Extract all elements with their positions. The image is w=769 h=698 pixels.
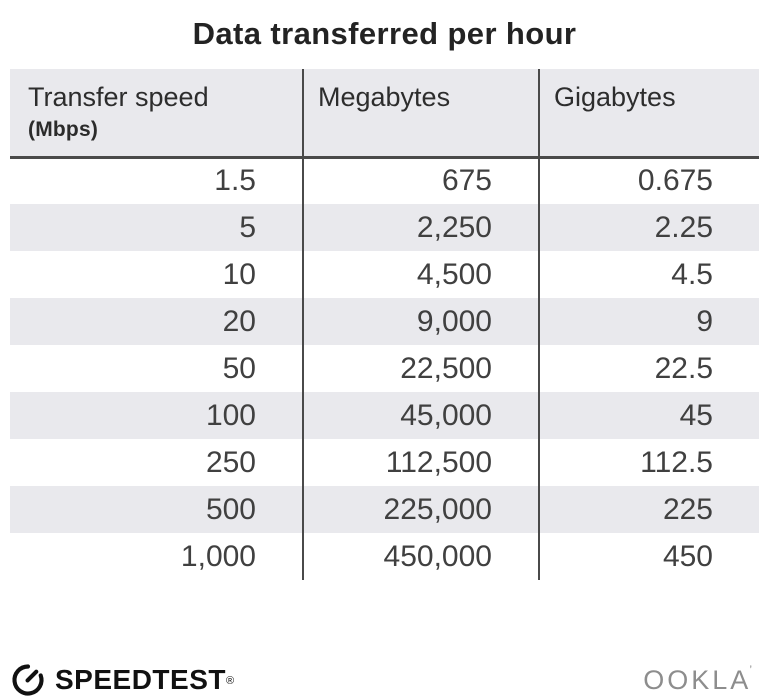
table-cell: 9,000 (302, 298, 539, 345)
table-cell: 5 (239, 210, 256, 244)
table-row: 500 225,000 225 (10, 486, 759, 533)
table-cell: 22.5 (538, 345, 759, 392)
table-row: 5 2,250 2.25 (10, 204, 759, 251)
table-cell: 45,000 (302, 392, 539, 439)
table-cell: 10 (222, 257, 256, 291)
table-cell: 450 (538, 533, 759, 580)
page-title: Data transferred per hour (192, 16, 577, 51)
speedtest-wordmark: SPEEDTEST (55, 664, 226, 695)
column-label: Gigabytes (554, 82, 676, 112)
table-row: 250 112,500 112.5 (10, 439, 759, 486)
registered-trademark-icon: ® (225, 675, 235, 687)
table-header: Transfer speed (Mbps) Megabytes Gigabyte… (10, 69, 759, 159)
table-row: 100 45,000 45 (10, 392, 759, 439)
ookla-wordmark: OOKLA (643, 664, 752, 695)
table-row: 20 9,000 9 (10, 298, 759, 345)
table-cell: 4,500 (302, 251, 539, 298)
table-row: 1.5 675 0.675 (10, 157, 759, 204)
speedtest-logo: SPEEDTEST ® (10, 662, 234, 698)
ookla-logo: OOKLA’ (643, 662, 757, 696)
table-cell: 225 (538, 486, 759, 533)
column-header-megabytes: Megabytes (302, 69, 539, 159)
speedtest-gauge-icon (12, 664, 44, 696)
table-cell: 2.25 (538, 204, 759, 251)
footer: SPEEDTEST ® OOKLA’ (0, 654, 769, 698)
header-row: Transfer speed (Mbps) Megabytes Gigabyte… (10, 69, 759, 159)
ookla-trademark-tick-icon: ’ (749, 662, 755, 677)
table-row: 1,000 450,000 450 (10, 533, 759, 580)
table-cell: 2,250 (302, 204, 539, 251)
table-cell: 4.5 (538, 251, 759, 298)
table-cell: 9 (538, 298, 759, 345)
table-cell: 1.5 (214, 164, 256, 198)
table-cell: 450,000 (302, 533, 539, 580)
table-cell: 112.5 (538, 439, 759, 486)
infographic-page: Data transferred per hour Transfer speed… (0, 16, 769, 698)
table-cell: 20 (222, 304, 256, 338)
column-header-gigabytes: Gigabytes (538, 69, 759, 159)
table-cell: 45 (538, 392, 759, 439)
table-cell: 225,000 (302, 486, 539, 533)
table-cell: 50 (222, 351, 256, 385)
table-cell: 0.675 (538, 157, 759, 204)
table-cell: 100 (205, 398, 256, 432)
column-sublabel-mbps: (Mbps) (28, 118, 99, 141)
table-body: 1.5 675 0.675 5 2,250 2.25 10 4,500 4.5 20 9,000 9 5… (10, 157, 759, 580)
table-cell: 22,500 (302, 345, 539, 392)
column-header-transfer-speed: Transfer speed (Mbps) (10, 69, 303, 159)
table-cell: 1,000 (180, 539, 256, 573)
column-label: Transfer speed (28, 82, 209, 112)
table-row: 50 22,500 22.5 (10, 345, 759, 392)
data-table: Transfer speed (Mbps) Megabytes Gigabyte… (10, 69, 759, 580)
table-row: 10 4,500 4.5 (10, 251, 759, 298)
table-cell: 500 (205, 492, 256, 526)
table-cell: 250 (205, 445, 256, 479)
table-cell: 675 (302, 157, 539, 204)
column-label: Megabytes (318, 82, 451, 112)
table-cell: 112,500 (302, 439, 539, 486)
